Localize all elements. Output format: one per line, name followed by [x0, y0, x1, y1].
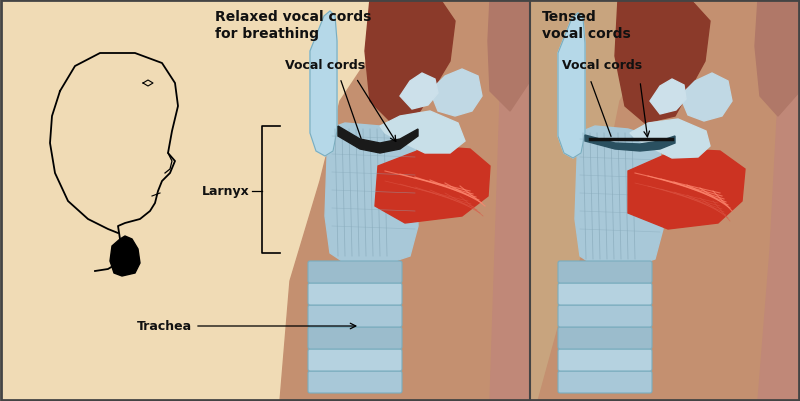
- Polygon shape: [758, 0, 800, 401]
- Polygon shape: [630, 120, 710, 159]
- Text: Vocal cords: Vocal cords: [562, 59, 642, 72]
- Polygon shape: [628, 150, 745, 229]
- Text: Relaxed vocal cords
for breathing: Relaxed vocal cords for breathing: [215, 10, 371, 41]
- Polygon shape: [380, 112, 465, 154]
- Polygon shape: [400, 74, 438, 110]
- Text: Larnyx: Larnyx: [202, 185, 250, 198]
- Polygon shape: [585, 136, 675, 152]
- Polygon shape: [558, 14, 585, 159]
- Polygon shape: [538, 0, 780, 401]
- FancyBboxPatch shape: [308, 327, 402, 349]
- Text: Tensed
vocal cords: Tensed vocal cords: [542, 10, 630, 41]
- FancyBboxPatch shape: [308, 349, 402, 371]
- Polygon shape: [325, 124, 418, 266]
- Polygon shape: [488, 0, 530, 112]
- Polygon shape: [680, 74, 732, 122]
- FancyBboxPatch shape: [558, 327, 652, 349]
- Polygon shape: [110, 237, 140, 276]
- Polygon shape: [615, 0, 710, 124]
- Polygon shape: [280, 0, 530, 401]
- FancyBboxPatch shape: [308, 261, 402, 283]
- Bar: [538, 0, 800, 401]
- Polygon shape: [490, 0, 530, 401]
- Polygon shape: [755, 0, 800, 117]
- Polygon shape: [650, 80, 686, 115]
- FancyBboxPatch shape: [558, 305, 652, 327]
- Polygon shape: [375, 147, 490, 223]
- Polygon shape: [575, 127, 663, 268]
- Polygon shape: [430, 70, 482, 117]
- Polygon shape: [338, 127, 418, 154]
- FancyBboxPatch shape: [558, 349, 652, 371]
- Text: Vocal cords: Vocal cords: [285, 59, 365, 72]
- FancyBboxPatch shape: [558, 371, 652, 393]
- Bar: [0, 0, 530, 401]
- Polygon shape: [365, 0, 455, 122]
- FancyBboxPatch shape: [558, 283, 652, 305]
- FancyBboxPatch shape: [558, 261, 652, 283]
- Text: Trachea: Trachea: [137, 320, 192, 333]
- Bar: [530, 0, 800, 401]
- FancyBboxPatch shape: [308, 283, 402, 305]
- FancyBboxPatch shape: [308, 305, 402, 327]
- Polygon shape: [310, 12, 337, 157]
- FancyBboxPatch shape: [308, 371, 402, 393]
